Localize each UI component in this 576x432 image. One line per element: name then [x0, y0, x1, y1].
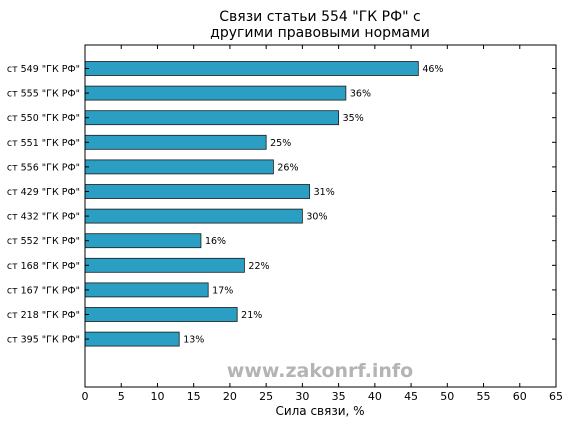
x-tick-label-2: 10 — [150, 390, 164, 403]
bar-11 — [84, 331, 180, 347]
value-label-11: 13% — [183, 335, 204, 346]
category-label-1: ст 555 "ГК РФ" — [7, 89, 80, 100]
value-label-6: 30% — [306, 212, 327, 223]
watermark-text: www.zakonrf.info — [227, 360, 413, 382]
x-tick-label-0: 0 — [82, 390, 89, 403]
x-axis-label: Сила связи, % — [275, 404, 364, 418]
category-label-0: ст 549 "ГК РФ" — [7, 64, 80, 75]
category-label-11: ст 395 "ГК РФ" — [7, 335, 80, 346]
x-tick-label-8: 40 — [368, 390, 382, 403]
category-label-9: ст 167 "ГК РФ" — [7, 285, 80, 296]
category-label-6: ст 432 "ГК РФ" — [7, 212, 80, 223]
bar-5 — [84, 184, 311, 199]
bars-layer — [84, 61, 419, 347]
x-tick-label-13: 65 — [549, 390, 563, 403]
category-label-5: ст 429 "ГК РФ" — [7, 187, 80, 198]
bar-1 — [84, 85, 347, 101]
value-label-7: 16% — [205, 236, 226, 247]
category-label-2: ст 550 "ГК РФ" — [7, 113, 80, 124]
bar-10 — [84, 307, 238, 322]
x-tick-label-12: 60 — [513, 390, 527, 403]
value-label-1: 36% — [350, 89, 371, 100]
value-label-3: 25% — [270, 138, 291, 149]
x-tick-label-11: 55 — [477, 390, 491, 403]
value-label-10: 21% — [241, 310, 262, 321]
bar-9 — [84, 282, 209, 298]
chart-title-line-2: другими правовыми нормами — [210, 25, 430, 41]
value-label-8: 22% — [248, 261, 269, 272]
value-label-0: 46% — [422, 64, 443, 75]
x-tick-label-3: 15 — [187, 390, 201, 403]
chart-title-line-1: Связи статьи 554 "ГК РФ" с — [219, 9, 421, 25]
bar-8 — [84, 257, 245, 273]
category-label-3: ст 551 "ГК РФ" — [7, 138, 80, 149]
value-label-5: 31% — [314, 187, 335, 198]
bar-3 — [84, 134, 267, 150]
bar-0 — [84, 61, 419, 76]
x-tick-label-6: 30 — [295, 390, 309, 403]
bar-6 — [84, 208, 303, 224]
category-label-10: ст 218 "ГК РФ" — [7, 310, 80, 321]
category-label-4: ст 556 "ГК РФ" — [7, 162, 80, 173]
x-tick-label-7: 35 — [332, 390, 346, 403]
bar-4 — [84, 159, 274, 175]
value-label-4: 26% — [277, 162, 298, 173]
value-label-9: 17% — [212, 285, 233, 296]
x-tick-label-1: 5 — [118, 390, 125, 403]
labels-layer: ст 549 "ГК РФ" 46% ст 555 "ГК РФ" 36% ст 550… — [7, 64, 563, 403]
x-tick-label-9: 45 — [404, 390, 418, 403]
value-label-2: 35% — [343, 113, 364, 124]
category-label-8: ст 168 "ГК РФ" — [7, 261, 80, 272]
bar-7 — [84, 233, 202, 249]
x-tick-label-4: 20 — [223, 390, 237, 403]
category-label-7: ст 552 "ГК РФ" — [7, 236, 80, 247]
axes-layer — [84, 44, 557, 388]
bar-2 — [84, 110, 340, 126]
plot-frame — [84, 44, 557, 388]
x-tick-label-10: 50 — [440, 390, 454, 403]
x-tick-label-5: 25 — [259, 390, 273, 403]
